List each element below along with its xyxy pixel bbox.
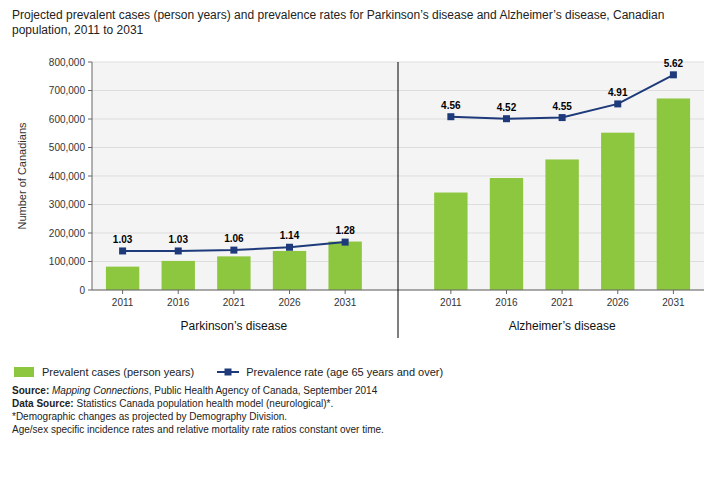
x-tick (289, 290, 290, 294)
x-tick-label: 2026 (278, 297, 301, 308)
y-tick (88, 176, 92, 177)
y-tick-label: 400,000 (49, 171, 86, 182)
x-tick-label: 2021 (223, 297, 246, 308)
annotation: 1.14 (280, 230, 300, 241)
annotation: 4.56 (441, 100, 461, 111)
legend-swatch (12, 366, 36, 378)
bar (162, 261, 195, 290)
y-axis (92, 62, 93, 290)
annotation: 1.28 (335, 225, 355, 236)
line-marker (447, 113, 454, 120)
bar (273, 251, 306, 290)
data-source-line: Data Source: Statistics Canada populatio… (12, 397, 716, 410)
bar (328, 242, 361, 290)
y-tick-label: 600,000 (49, 114, 86, 125)
legend-label: Prevalent cases (person years) (42, 366, 194, 378)
x-tick (178, 290, 179, 294)
data-source-label: Data Source: (12, 398, 76, 409)
y-tick-label: 100,000 (49, 256, 86, 267)
y-tick (88, 147, 92, 148)
source-line: Source: Mapping Connections, Public Heal… (12, 384, 716, 397)
title: Projected prevalent cases (person years)… (12, 8, 716, 38)
x-tick-label: 2031 (334, 297, 357, 308)
bar (106, 267, 139, 290)
data-source-text: Statistics Canada population health mode… (76, 398, 333, 409)
annotation: 1.03 (113, 234, 133, 245)
x-tick-label: 2016 (495, 297, 518, 308)
line-marker (503, 115, 510, 122)
annotation: 5.62 (664, 58, 684, 69)
line-marker (559, 114, 566, 121)
x-tick (450, 290, 451, 294)
y-tick (88, 261, 92, 262)
x-tick (122, 290, 123, 294)
y-tick-label: 700,000 (49, 85, 86, 96)
y-tick-label: 800,000 (49, 57, 86, 68)
legend-label: Prevalence rate (age 65 years and over) (246, 366, 443, 378)
x-tick-label: 2031 (662, 297, 685, 308)
x-tick (506, 290, 507, 294)
x-tick (617, 290, 618, 294)
line-marker (286, 244, 293, 251)
legend-swatch-marker (225, 369, 232, 376)
y-tick-label: 300,000 (49, 199, 86, 210)
annotation: 1.06 (224, 233, 244, 244)
y-tick (88, 90, 92, 91)
source-label: Source: (12, 385, 52, 396)
y-axis-label: Number of Canadians (16, 122, 28, 230)
y-tick-label: 0 (79, 285, 85, 296)
bar (657, 98, 690, 290)
x-tick-label: 2011 (112, 297, 134, 308)
legend-swatch-bar (14, 367, 34, 377)
annotation: 1.03 (169, 234, 189, 245)
y-tick (88, 233, 92, 234)
x-tick (345, 290, 346, 294)
x-tick (233, 290, 234, 294)
y-tick-label: 500,000 (49, 142, 86, 153)
annotation: 4.55 (552, 101, 572, 112)
y-tick (88, 119, 92, 120)
x-tick-label: 2026 (607, 297, 630, 308)
source-title: Mapping Connections (52, 385, 149, 396)
legend: Prevalent cases (person years) Prevalence… (12, 366, 716, 378)
legend-swatch (216, 366, 240, 378)
bar (434, 193, 467, 290)
line-marker (614, 100, 621, 107)
line-marker (230, 247, 237, 254)
y-tick (88, 204, 92, 205)
source-text: , Public Health Agency of Canada, Septem… (149, 385, 377, 396)
chart: 0 100,000 200,000 300,000 400,000 500,000 600,… (12, 42, 716, 360)
x-tick (562, 290, 563, 294)
group-divider (398, 62, 399, 338)
bar (490, 178, 523, 290)
line-marker (175, 247, 182, 254)
annotation: 4.91 (608, 87, 628, 98)
footer: Source: Mapping Connections, Public Heal… (12, 384, 716, 436)
line-marker (119, 247, 126, 254)
x-tick-label: 2011 (440, 297, 462, 308)
line-marker (342, 239, 349, 246)
legend-item: Prevalence rate (age 65 years and over) (216, 366, 443, 378)
footnote: Age/sex specific incidence rates and rel… (12, 423, 716, 436)
line (451, 75, 674, 119)
y-tick (88, 62, 92, 63)
legend-item: Prevalent cases (person years) (12, 366, 194, 378)
x-tick-label: 2016 (167, 297, 190, 308)
bar (545, 159, 578, 290)
x-tick (673, 290, 674, 294)
bar (601, 133, 634, 290)
annotation: 4.52 (497, 102, 517, 113)
group-label: Parkinson’s disease (181, 319, 288, 333)
x-tick-label: 2021 (551, 297, 574, 308)
footnote: *Demographic changes as projected by Dem… (12, 410, 716, 423)
bar (217, 256, 250, 290)
y-tick (88, 290, 92, 291)
line-marker (670, 71, 677, 78)
group-label: Alzheimer’s disease (509, 319, 616, 333)
y-tick-label: 200,000 (49, 228, 86, 239)
